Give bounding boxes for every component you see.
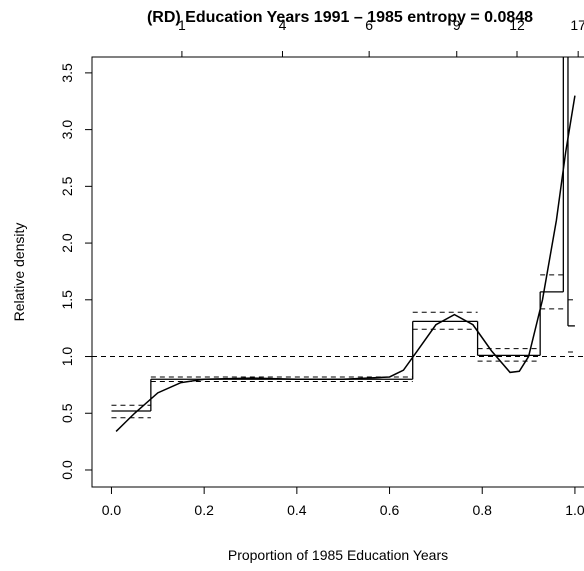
y-tick-label: 3.0 <box>59 120 75 140</box>
x-tick-label: 0.6 <box>380 502 400 518</box>
x-tick-label: 0.4 <box>287 502 307 518</box>
y-tick-label: 2.5 <box>59 176 75 196</box>
y-tick-label: 0.5 <box>59 403 75 423</box>
smooth-curve <box>115 95 576 432</box>
top-tick-label: 4 <box>279 17 287 33</box>
top-tick-label: 1 <box>178 17 186 33</box>
x-axis-label: Proportion of 1985 Education Years <box>228 547 448 563</box>
x-tick-label: 0.2 <box>194 502 214 518</box>
plot-frame <box>91 56 584 488</box>
chart-title: (RD) Education Years 1991 – 1985 entropy… <box>147 9 533 26</box>
plot-area <box>92 57 584 432</box>
top-tick-label: 17 <box>570 17 584 33</box>
top-tick-label: 9 <box>453 17 461 33</box>
y-tick-label: 0.0 <box>59 460 75 480</box>
y-tick-label: 1.5 <box>59 290 75 310</box>
top-tick-label: 6 <box>365 17 373 33</box>
x-tick-label: 0.8 <box>472 502 492 518</box>
y-tick-label: 3.5 <box>59 63 75 83</box>
top-tick-label: 12 <box>509 17 525 33</box>
y-axis-label: Relative density <box>11 223 27 322</box>
y-tick-label: 1.0 <box>59 347 75 367</box>
x-tick-label: 1.0 <box>565 502 584 518</box>
y-tick-label: 2.0 <box>59 233 75 253</box>
x-tick-label: 0.0 <box>102 502 122 518</box>
